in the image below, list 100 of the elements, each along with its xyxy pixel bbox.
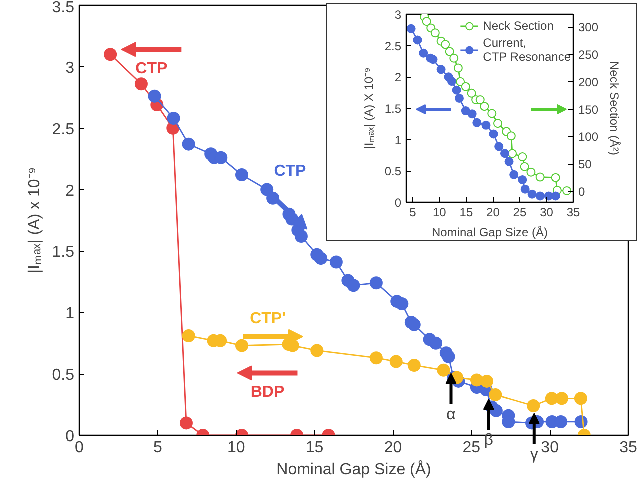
y2-tick-label: 150 [578, 102, 599, 117]
y-tick-label: 1.5 [384, 102, 402, 116]
y-tick-label: 0.5 [384, 164, 402, 179]
point [482, 120, 491, 130]
y2-tick-label: 300 [578, 20, 599, 35]
point [419, 48, 428, 58]
point [555, 392, 568, 406]
point [467, 88, 476, 98]
point [490, 404, 503, 418]
point [500, 149, 510, 158]
point [536, 172, 545, 182]
point [526, 168, 536, 177]
y-tick-label: 2.5 [52, 121, 75, 138]
y2-tick-label: 200 [578, 75, 599, 90]
point [437, 364, 450, 377]
y2-tick-label: 0 [578, 185, 586, 200]
y-tick-label: 0 [394, 196, 402, 210]
point [148, 90, 162, 103]
y-tick-label: 3 [394, 8, 402, 22]
point [182, 138, 196, 151]
point [520, 184, 530, 194]
x-tick-label: 20 [384, 440, 402, 456]
y2-axis-title: Neck Section (Å²) [608, 61, 622, 156]
point [310, 344, 324, 358]
point [468, 110, 477, 119]
point [489, 130, 498, 139]
point [370, 276, 383, 290]
point [494, 119, 503, 128]
x-tick-label: 5 [153, 440, 162, 456]
y-tick-label: 3.5 [52, 0, 75, 16]
x-tick-label: 35 [566, 206, 580, 220]
point [454, 64, 463, 73]
series-label: CTP [274, 162, 307, 180]
y-tick-label: 3 [66, 60, 75, 77]
point [347, 279, 360, 292]
point [390, 355, 403, 368]
legend-label: Current, CTP Resonance [483, 36, 571, 64]
point [396, 298, 409, 311]
x-tick-label: 10 [433, 206, 447, 220]
y2-tick-label: 50 [578, 158, 592, 172]
series-label: CTP' [250, 310, 286, 328]
point [406, 24, 416, 34]
point [494, 142, 504, 152]
x-tick-label: 30 [541, 440, 560, 456]
y-tick-label: 2 [66, 182, 75, 200]
point [408, 318, 421, 332]
point [488, 109, 497, 118]
y-tick-label: 1.5 [52, 244, 75, 262]
point [504, 157, 514, 166]
x-tick-label: 15 [460, 206, 474, 220]
point [167, 112, 180, 126]
annotation: γ [530, 446, 538, 464]
point [518, 175, 528, 184]
point [236, 168, 249, 182]
x-tick-label: 35 [620, 440, 638, 456]
point [370, 352, 383, 365]
point [236, 339, 249, 352]
point [520, 162, 530, 172]
point [518, 152, 528, 162]
point [134, 78, 148, 91]
point [551, 192, 560, 201]
x-tick-label: 20 [486, 206, 500, 220]
x-tick-label: 25 [462, 440, 481, 456]
point [551, 173, 560, 182]
x-tick-label: 15 [306, 440, 324, 456]
point [450, 54, 459, 63]
point [472, 118, 482, 128]
point [452, 86, 462, 95]
point [461, 106, 470, 116]
point [442, 350, 456, 364]
y2-tick-label: 100 [578, 130, 599, 144]
x-tick-label: 10 [227, 440, 246, 456]
point [430, 336, 443, 350]
point [480, 102, 490, 112]
y-tick-label: 0.5 [52, 367, 75, 384]
point [476, 96, 485, 104]
legend-label: Neck Section [483, 19, 554, 33]
point [294, 230, 308, 243]
point [180, 416, 193, 430]
point [430, 28, 440, 38]
x-tick-label: 30 [540, 206, 554, 220]
point [314, 252, 328, 266]
point [508, 149, 517, 158]
point [454, 94, 464, 103]
point [441, 40, 450, 50]
point [422, 17, 432, 26]
y-tick-label: 2.5 [384, 39, 402, 54]
point [461, 82, 470, 92]
point [445, 47, 454, 56]
point [480, 374, 494, 388]
point [447, 77, 456, 86]
point [562, 186, 572, 196]
point [104, 48, 118, 62]
y-tick-label: 0 [66, 428, 75, 446]
x-tick-label: 25 [513, 206, 527, 220]
annotation: CTP [136, 60, 168, 78]
annotation: α [446, 406, 456, 424]
y-axis-title: |Iₘₐₓ| (A) X 10⁻⁹ [362, 68, 376, 150]
point [554, 416, 568, 428]
annotation: β [484, 432, 494, 450]
